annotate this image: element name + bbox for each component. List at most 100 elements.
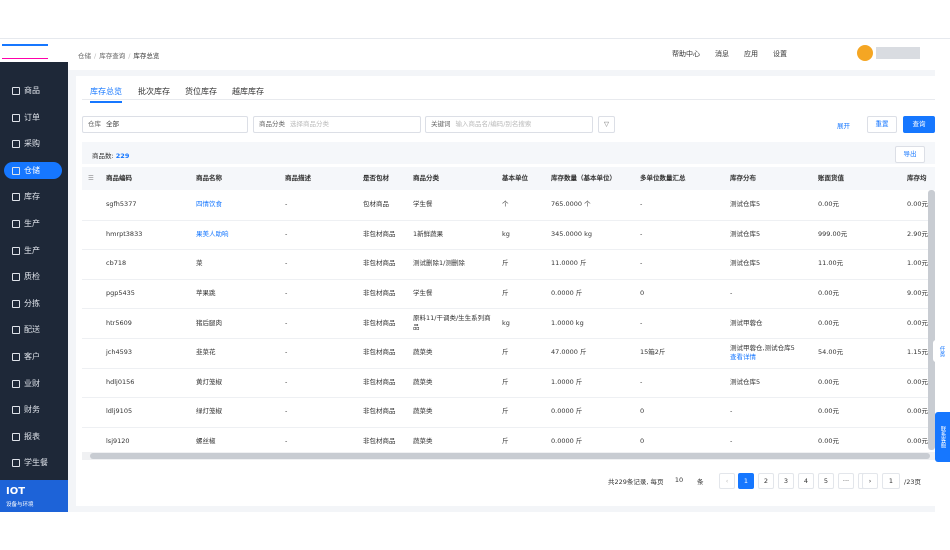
table-row: jch4593 韭菜花 - 非包材商品 蔬菜类 斤 47.0000 斤 15箱2斤 测试甲蓉仓,… [82, 338, 935, 369]
table-cell: 个 [502, 200, 509, 209]
tab[interactable]: 批次库存 [138, 87, 170, 96]
tab[interactable]: 越库库存 [232, 87, 264, 96]
next-page[interactable]: › [862, 473, 878, 489]
column-settings[interactable]: ☰ [88, 174, 94, 182]
sidebar-item[interactable]: 质检 [4, 268, 62, 285]
page-button[interactable]: 5 [818, 473, 834, 489]
sidebar-item[interactable]: 学生餐 [4, 454, 62, 471]
separator: / [128, 52, 131, 60]
sidebar-item[interactable]: 商品 [4, 82, 62, 99]
table-header: ☰ 商品编码 商品名称 商品描述 是否包材 商品分类 基本单位 库存数量（基本单位） 多单位数量… [82, 167, 935, 190]
table-cell: 0.00元 [818, 437, 839, 446]
sidebar-item[interactable]: 配送 [4, 321, 62, 338]
category-select[interactable]: 商品分类 选择商品分类 [253, 116, 421, 133]
placeholder: 输入商品名/编码/别名搜索 [455, 120, 532, 128]
table-cell: 韭菜花 [196, 348, 216, 357]
table-cell: 1.0000 斤 [551, 377, 583, 386]
table-cell: - [730, 289, 733, 298]
header-action[interactable]: 设置 [773, 50, 787, 58]
v-scrollbar[interactable] [928, 190, 935, 450]
prev-page[interactable]: ‹ [719, 473, 735, 489]
sidebar-item[interactable]: 生产 [4, 215, 62, 232]
sidebar: 商品 订单 采购 仓储 库存 生产 生产 质检 分拣 配送 客户 业财 财务 报表 学生餐 [0, 62, 68, 512]
page-button[interactable]: ··· [838, 473, 854, 489]
table-cell: 斤 [502, 407, 509, 416]
column-header: 基本单位 [502, 174, 528, 182]
table-cell: - [640, 229, 643, 238]
sidebar-item[interactable]: 分拣 [4, 295, 62, 312]
table-cell[interactable]: 四情饮食 [196, 200, 222, 209]
breadcrumb[interactable]: 库存查询 [99, 52, 126, 60]
table-cell: 测试删除1/测删除 [413, 259, 465, 268]
table-cell: 包材商品 [363, 200, 389, 209]
sidebar-item[interactable]: 采购 [4, 135, 62, 152]
table-cell[interactable]: 果美人助响 [196, 229, 229, 238]
table-cell: 蔬菜类 [413, 437, 433, 446]
table-cell: 0 [640, 289, 645, 298]
page-button[interactable]: 2 [758, 473, 774, 489]
table-cell: - [640, 200, 643, 209]
scroll-thumb[interactable] [90, 453, 930, 459]
warehouse-select[interactable]: 仓库 全部 [82, 116, 248, 133]
sidebar-item[interactable]: 订单 [4, 109, 62, 126]
column-header: 库存分布 [730, 174, 756, 182]
table-row: cb718 菜 - 非包材商品 测试删除1/测删除 斤 11.0000 斤 - 测试仓库5 11.… [82, 249, 935, 280]
table-cell: kg [502, 318, 510, 327]
table-cell: kg [502, 229, 510, 238]
iot-badge[interactable]: IOT 设备与环境 [0, 480, 68, 512]
table-cell: 测试仓库5 [730, 229, 761, 238]
header-action[interactable]: 消息 [715, 50, 729, 58]
floating-button[interactable]: 任务 [933, 340, 950, 362]
column-header: 多单位数量汇总 [640, 174, 686, 182]
table-cell: 绿灯笼椒 [196, 407, 222, 416]
table-cell: 0 [640, 437, 645, 446]
top-border [0, 38, 950, 39]
export-button[interactable]: 导出 [895, 146, 925, 163]
page-size-select[interactable]: 10 [667, 473, 691, 487]
table-cell: 0 [640, 407, 645, 416]
table-cell: 斤 [502, 289, 509, 298]
summary-count: 229 [115, 152, 130, 160]
filter-icon[interactable]: ▽ [598, 116, 615, 133]
label: 关键词 [431, 120, 451, 128]
breadcrumb[interactable]: 仓储 [78, 52, 91, 60]
table-cell: 999.00元 [818, 229, 848, 238]
page-button[interactable]: 4 [798, 473, 814, 489]
header-action[interactable]: 帮助中心 [672, 50, 700, 58]
badge-subtitle: 设备与环境 [6, 502, 34, 508]
table-cell: 11.0000 斤 [551, 259, 587, 268]
table-cell: 0.00元 [907, 318, 928, 327]
logo [2, 44, 48, 59]
table-row: htr5609 猪后腿肉 - 非包材商品 原料11/干调类/生生系列商品 kg 1.0000… [82, 308, 935, 339]
floating-button[interactable]: 联系客服 [935, 412, 950, 462]
goto-input[interactable]: 1 [882, 473, 900, 489]
table-cell: 测试仓库5 [730, 200, 761, 209]
page-button[interactable]: 3 [778, 473, 794, 489]
sidebar-item[interactable]: 仓储 [4, 161, 62, 179]
table-cell: 蔬菜类 [413, 407, 433, 416]
separator: / [94, 52, 97, 60]
sidebar-item[interactable]: 客户 [4, 348, 62, 365]
table-cell: 菜 [196, 259, 203, 268]
tab[interactable]: 库存总览 [90, 86, 122, 103]
table-cell: - [285, 200, 288, 209]
keyword-input[interactable]: 关键词 输入商品名/编码/别名搜索 [425, 116, 593, 133]
sidebar-item[interactable]: 生产 [4, 242, 62, 259]
table-cell: - [285, 318, 288, 327]
tab[interactable]: 货位库存 [185, 87, 217, 96]
page-button[interactable]: 1 [738, 473, 754, 489]
header-action[interactable]: 应用 [744, 50, 758, 58]
table-cell: - [640, 318, 643, 327]
sidebar-item[interactable]: 报表 [4, 428, 62, 445]
table-cell: cb718 [106, 259, 127, 268]
sidebar-item[interactable]: 财务 [4, 401, 62, 418]
table-cell: 0.00元 [907, 200, 928, 209]
sidebar-item[interactable]: 业财 [4, 375, 62, 392]
expand-button[interactable]: 展开 [837, 122, 850, 130]
avatar[interactable] [857, 45, 873, 61]
detail-link[interactable]: 查看详情 [730, 352, 756, 361]
search-button[interactable]: 查询 [903, 116, 935, 133]
column-header: 商品名称 [196, 174, 222, 182]
reset-button[interactable]: 重置 [867, 116, 897, 133]
sidebar-item[interactable]: 库存 [4, 188, 62, 205]
